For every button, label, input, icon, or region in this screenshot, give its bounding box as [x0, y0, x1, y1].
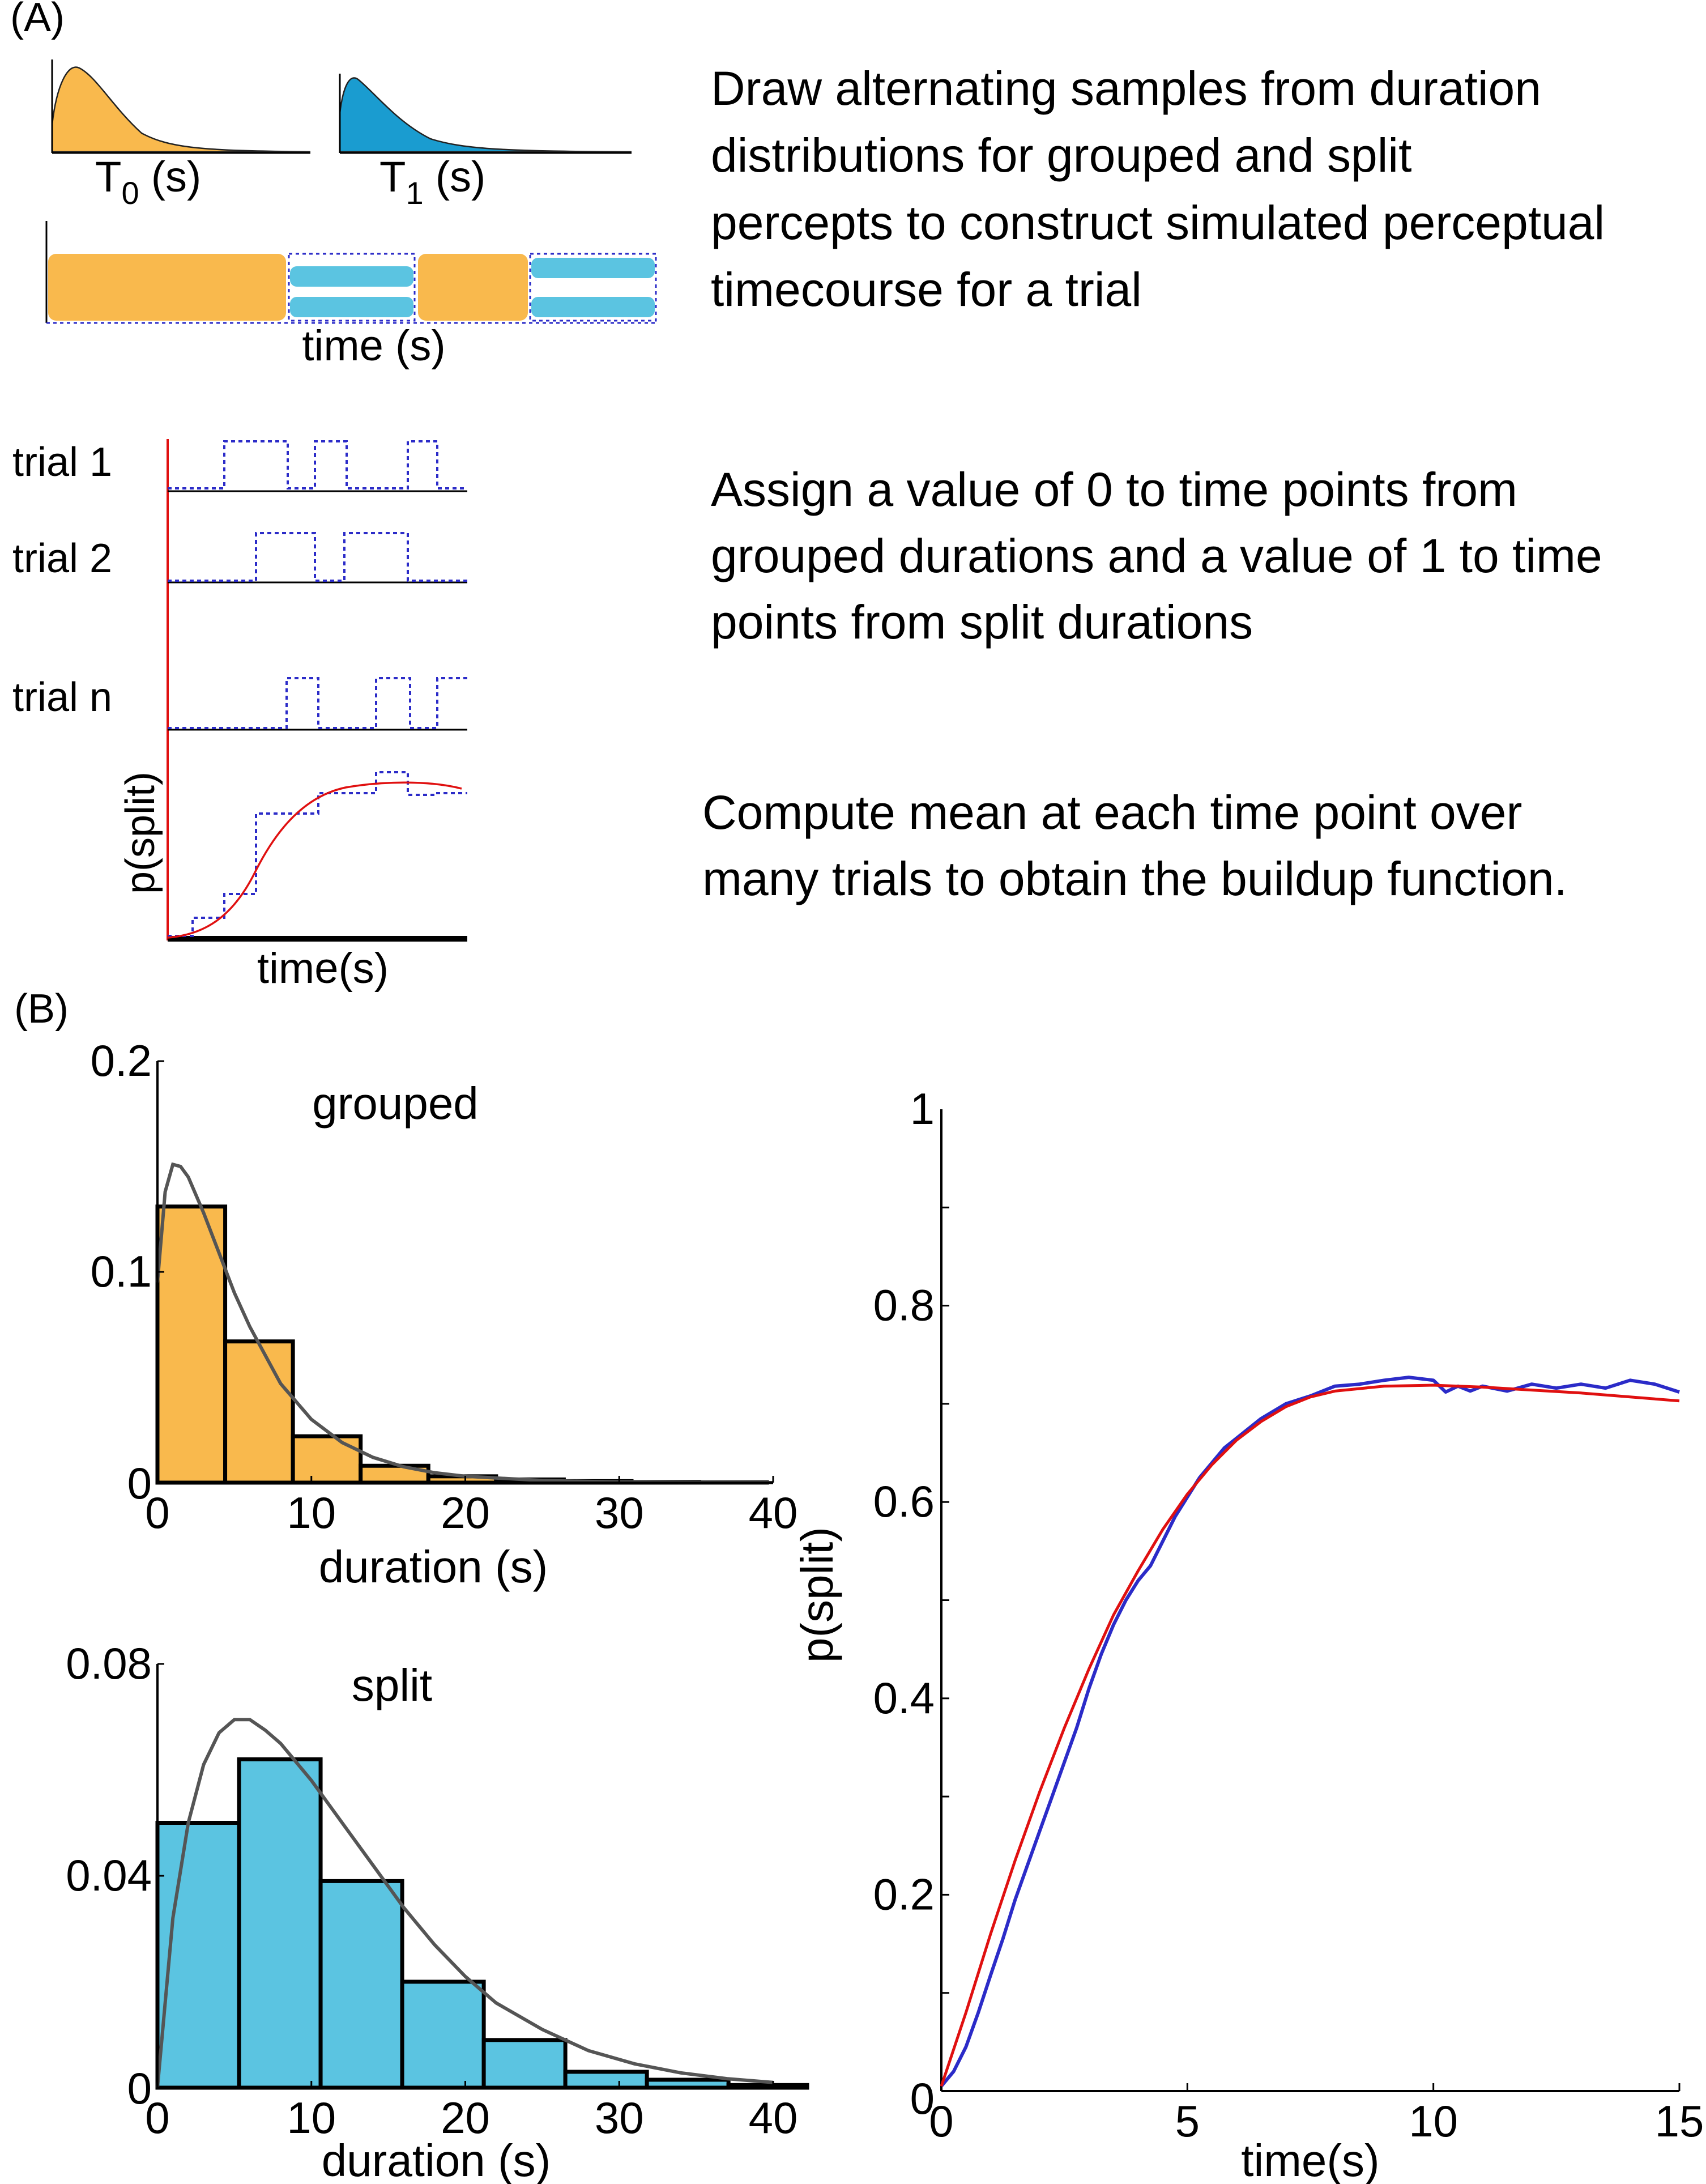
split-stream-bottom-2 — [531, 297, 655, 317]
schematic-buildup-ylabel: p(split) — [118, 772, 163, 894]
y-tick-label: 0 — [910, 2074, 935, 2123]
x-tick-label: 5 — [1175, 2096, 1200, 2146]
histogram-bar — [291, 1434, 363, 1485]
buildup-data-line — [940, 1376, 1680, 2088]
y-tick-label: 0.2 — [91, 1036, 152, 1085]
t1-sub: 1 — [406, 175, 423, 211]
y-tick-label: 0.6 — [873, 1476, 935, 1526]
chart-title: grouped — [312, 1078, 479, 1129]
step-2-text: Assign a value of 0 to time points from … — [711, 463, 1615, 649]
grouped-distribution-curve — [51, 66, 311, 153]
split-percept-block-1 — [288, 253, 416, 322]
buildup-fit-line — [940, 1383, 1680, 2087]
y-tick-label: 0 — [127, 2063, 152, 2113]
trial-1-label: trial 1 — [12, 440, 112, 485]
trial-n-trace — [168, 677, 467, 729]
x-tick-label: 30 — [595, 1488, 644, 1538]
x-tick-label: 20 — [441, 2093, 490, 2143]
t0-sub: 0 — [121, 175, 139, 211]
histogram-bar — [400, 1979, 486, 2090]
trial-n-label: trial n — [12, 675, 112, 720]
t0-label: T0 (s) — [95, 153, 201, 211]
split-distribution-curve — [339, 77, 632, 153]
panel-b-label: (B) — [14, 986, 69, 1032]
x-tick-label: 20 — [441, 1488, 490, 1538]
x-axis-label: duration (s) — [322, 2135, 551, 2184]
step-3-line-2: many trials to obtain the buildup functi… — [702, 852, 1567, 905]
x-tick-label: 10 — [287, 1488, 336, 1538]
trial-2-label: trial 2 — [12, 536, 112, 581]
y-tick-label: 1 — [910, 1084, 935, 1134]
y-axis-label: p(split) — [792, 1527, 842, 1663]
schematic-buildup-stairs — [168, 771, 467, 937]
t1-unit: (s) — [424, 153, 486, 201]
grouped-histogram: 0 10 20 30 40 0 0.1 0.2 grouped duration (s) — [91, 1036, 798, 1592]
histogram-bar — [645, 2077, 731, 2090]
simulated-timecourse: time (s) — [45, 221, 657, 370]
fit-curve — [156, 1162, 774, 1484]
step-1-line-3: percepts to construct simulated perceptu… — [711, 196, 1605, 249]
histogram-bar — [563, 2070, 649, 2090]
y-tick-label: 0 — [127, 1458, 152, 1508]
y-tick-label: 0.08 — [66, 1638, 152, 1688]
t0-base: T — [95, 153, 121, 201]
split-stream-top-2 — [531, 258, 655, 278]
x-tick-label: 40 — [749, 2093, 798, 2143]
trial-1-trace — [168, 440, 467, 489]
split-stream-bottom-1 — [290, 297, 413, 317]
grouped-percept-block-1 — [48, 254, 286, 321]
step-1-text: Draw alternating samples from duration d… — [711, 62, 1618, 316]
x-axis-label: time(s) — [1241, 2135, 1379, 2184]
trial-2-trace — [168, 532, 467, 582]
schematic-buildup: p(split) time(s) — [118, 771, 467, 993]
split-distribution-thumbnail: T1 (s) — [339, 74, 632, 211]
x-tick-label: 0 — [929, 2096, 953, 2146]
step-2-line-1: Assign a value of 0 to time points from — [711, 463, 1517, 516]
x-axis-label: duration (s) — [319, 1542, 548, 1592]
timecourse-xlabel: time (s) — [302, 322, 445, 370]
split-percept-block-2 — [529, 253, 657, 322]
panel-a-label: (A) — [10, 0, 65, 40]
y-tick-label: 0.8 — [873, 1280, 935, 1330]
step-3-text: Compute mean at each time point over man… — [702, 786, 1567, 905]
y-tick-label: 0.4 — [873, 1673, 935, 1723]
histogram-bar — [237, 1757, 323, 2090]
step-1-line-2: distributions for grouped and split — [711, 129, 1411, 182]
step-1-line-4: timecourse for a trial — [711, 263, 1142, 316]
y-tick-label: 0.2 — [873, 1869, 935, 1919]
histogram-bar — [318, 1879, 404, 2090]
t1-base: T — [379, 153, 406, 201]
t1-label: T1 (s) — [379, 153, 485, 211]
histogram-bar — [155, 1204, 228, 1485]
step-1-line-1: Draw alternating samples from duration — [711, 62, 1541, 115]
x-tick-label: 0 — [145, 2093, 169, 2143]
grouped-percept-block-2 — [418, 254, 528, 321]
chart-title: split — [352, 1660, 432, 1710]
split-stream-top-1 — [290, 266, 413, 287]
x-tick-label: 10 — [1409, 2096, 1458, 2146]
schematic-buildup-fit — [167, 781, 462, 939]
t0-unit: (s) — [139, 153, 202, 201]
step-3-line-1: Compute mean at each time point over — [702, 786, 1522, 839]
x-tick-label: 15 — [1655, 2096, 1704, 2146]
x-tick-label: 30 — [595, 2093, 644, 2143]
histogram-bar — [481, 2038, 568, 2090]
grouped-distribution-thumbnail: T0 (s) — [51, 59, 311, 211]
split-histogram: 0 10 20 30 40 0 0.04 0.08 split duration (s) — [66, 1638, 809, 2184]
trial-traces: trial 1 trial 2 trial n — [12, 439, 467, 940]
x-tick-label: 0 — [145, 1488, 169, 1538]
y-tick-label: 0.1 — [91, 1246, 152, 1296]
step-2-line-2: grouped durations and a value of 1 to ti… — [711, 529, 1602, 582]
x-tick-label: 10 — [287, 2093, 336, 2143]
fit-curve — [156, 1718, 774, 2088]
schematic-buildup-xlabel: time(s) — [257, 944, 389, 993]
x-tick-label: 40 — [749, 1488, 798, 1538]
histogram-bar — [223, 1339, 295, 1485]
step-2-line-3: points from split durations — [711, 595, 1253, 649]
y-tick-label: 0.04 — [66, 1850, 152, 1900]
